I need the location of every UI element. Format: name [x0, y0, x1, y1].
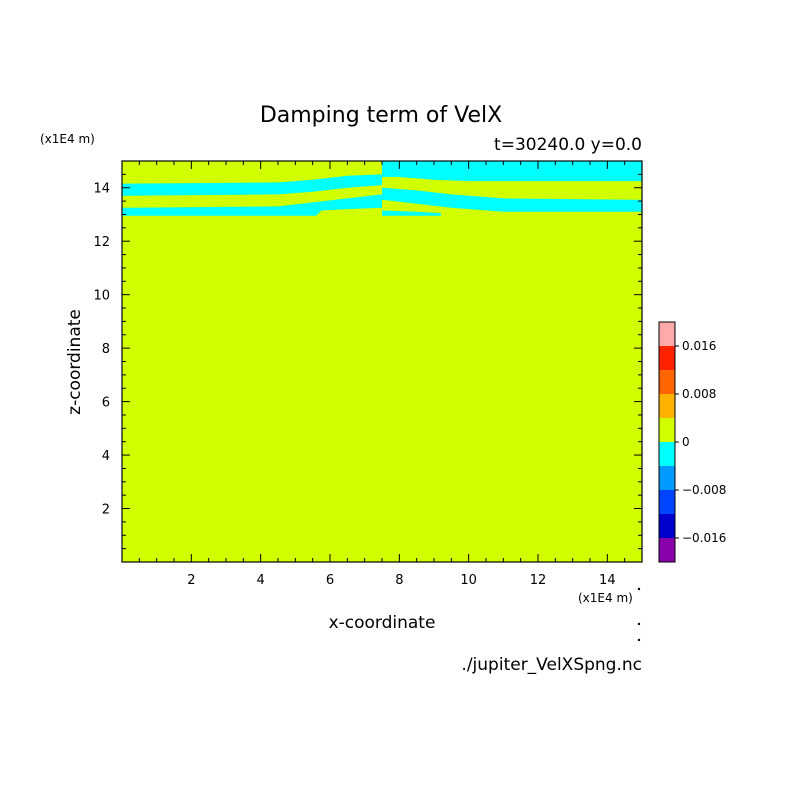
negative-band-lower-left	[122, 194, 382, 216]
colorbar	[658, 321, 676, 563]
colorbar-segment	[659, 394, 675, 418]
colorbar-segment	[659, 322, 675, 346]
x-tick-label: 14	[599, 573, 616, 588]
chart-title: Damping term of VelX	[260, 103, 502, 128]
x-tick-label: 8	[395, 573, 403, 588]
x-tick-label: 4	[257, 573, 265, 588]
colorbar-ticks: −0.016 −0.008 0 0.008 0.016	[675, 339, 726, 545]
colorbar-segment	[659, 538, 675, 562]
x-axis-unit: (x1E4 m)	[578, 591, 633, 605]
colorbar-segment	[659, 346, 675, 370]
y-axis-ticks: 2 4 6 8 10 12 14	[93, 173, 642, 550]
negative-band-middle-right	[382, 187, 642, 212]
negative-band-small-lower-right	[382, 210, 441, 216]
y-axis-unit: (x1E4 m)	[40, 132, 95, 146]
negative-band-top-right	[382, 161, 642, 182]
colorbar-segment	[659, 490, 675, 514]
footer-dots	[637, 587, 641, 642]
chart-subtitle: t=30240.0 y=0.0	[494, 135, 642, 155]
colorbar-segment	[659, 418, 675, 442]
y-tick-label: 8	[102, 342, 110, 357]
footer-dot	[637, 638, 641, 642]
colorbar-tick-label: −0.008	[682, 483, 726, 497]
footer-dot	[637, 622, 641, 626]
y-tick-label: 10	[93, 289, 110, 304]
colorbar-tick-label: 0.016	[682, 339, 716, 353]
y-tick-label: 12	[93, 235, 110, 250]
x-tick-label: 6	[326, 573, 334, 588]
field-background	[122, 161, 642, 562]
colorbar-segment	[659, 514, 675, 538]
colorbar-segment	[659, 466, 675, 490]
y-tick-label: 6	[102, 396, 110, 411]
x-tick-label: 10	[460, 573, 477, 588]
x-axis-ticks: 2 4 6 8 10 12 14	[138, 161, 626, 588]
source-filename: ./jupiter_VelXSpng.nc	[461, 655, 642, 675]
colorbar-segment	[659, 442, 675, 466]
colorbar-tick-label: 0	[682, 435, 690, 449]
negative-band-upper-left	[122, 174, 382, 196]
colorbar-tick-label: −0.016	[682, 531, 726, 545]
x-tick-label: 2	[187, 573, 195, 588]
colorbar-tick-label: 0.008	[682, 387, 716, 401]
y-tick-label: 2	[102, 503, 110, 518]
y-axis-label: z-coordinate	[65, 309, 85, 415]
y-tick-label: 14	[93, 182, 110, 197]
colorbar-segment	[659, 370, 675, 394]
y-tick-label: 4	[102, 449, 110, 464]
contour-field	[122, 161, 642, 562]
x-axis-label: x-coordinate	[329, 613, 436, 633]
footer-dot	[637, 587, 641, 591]
x-tick-label: 12	[530, 573, 547, 588]
